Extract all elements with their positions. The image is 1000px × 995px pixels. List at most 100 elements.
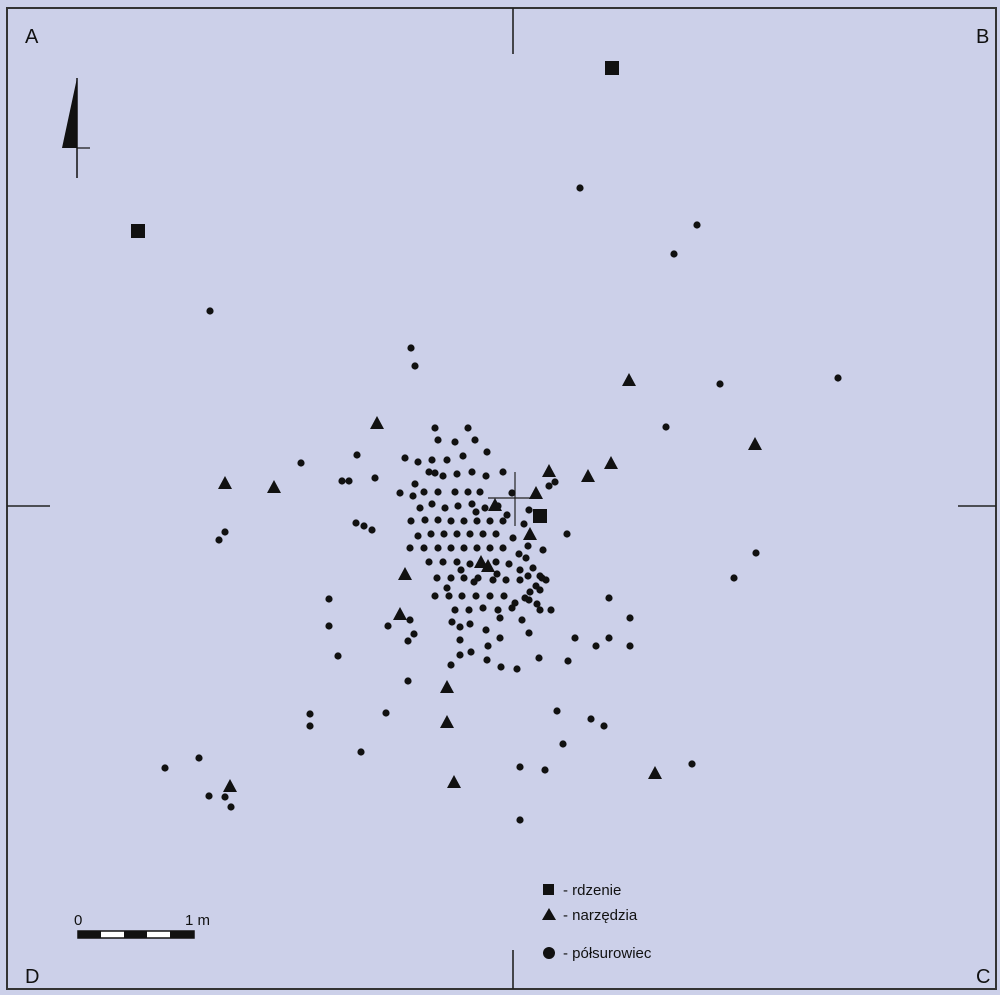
find-polsurowiec (360, 522, 368, 530)
find-polsurowiec (431, 469, 439, 477)
find-polsurowiec (576, 184, 584, 192)
find-polsurowiec (416, 504, 424, 512)
find-polsurowiec (536, 586, 544, 594)
find-polsurowiec (533, 600, 541, 608)
find-polsurowiec (505, 560, 513, 568)
find-polsurowiec (834, 374, 842, 382)
find-polsurowiec (587, 715, 595, 723)
find-polsurowiec (526, 588, 534, 596)
find-narzedzie (622, 373, 636, 386)
find-polsurowiec (401, 454, 409, 462)
find-polsurowiec (470, 578, 478, 586)
find-polsurowiec (206, 307, 214, 315)
corner-label-a: A (25, 26, 39, 48)
find-polsurowiec (404, 677, 412, 685)
find-polsurowiec (626, 642, 634, 650)
find-narzedzie (223, 779, 237, 792)
find-polsurowiec (411, 480, 419, 488)
find-polsurowiec (451, 438, 459, 446)
find-polsurowiec (605, 594, 613, 602)
find-polsurowiec (538, 574, 546, 582)
find-polsurowiec (467, 648, 475, 656)
find-polsurowiec (396, 489, 404, 497)
find-narzedzie (488, 498, 502, 511)
find-polsurowiec (404, 637, 412, 645)
find-polsurowiec (384, 622, 392, 630)
find-polsurowiec (443, 584, 451, 592)
finds-layer (131, 61, 842, 824)
find-polsurowiec (456, 636, 464, 644)
find-polsurowiec (559, 740, 567, 748)
find-polsurowiec (511, 599, 519, 607)
find-narzedzie (581, 469, 595, 482)
find-polsurowiec (306, 710, 314, 718)
find-polsurowiec (476, 488, 484, 496)
north-arrow-icon (62, 78, 90, 178)
find-polsurowiec (434, 436, 442, 444)
find-polsurowiec (730, 574, 738, 582)
find-polsurowiec (445, 592, 453, 600)
find-polsurowiec (325, 595, 333, 603)
find-polsurowiec (439, 558, 447, 566)
find-polsurowiec (447, 661, 455, 669)
find-polsurowiec (434, 544, 442, 552)
find-polsurowiec (693, 221, 701, 229)
find-narzedzie (604, 456, 618, 469)
find-polsurowiec (460, 517, 468, 525)
find-narzedzie (398, 567, 412, 580)
find-polsurowiec (406, 544, 414, 552)
find-polsurowiec (456, 623, 464, 631)
find-polsurowiec (521, 594, 529, 602)
find-polsurowiec (600, 722, 608, 730)
find-polsurowiec (431, 424, 439, 432)
find-polsurowiec (221, 528, 229, 536)
legend-triangle-icon (542, 908, 556, 920)
find-polsurowiec (472, 508, 480, 516)
find-polsurowiec (215, 536, 223, 544)
scale-end-label: 1 m (185, 912, 210, 929)
find-polsurowiec (500, 592, 508, 600)
find-narzedzie (523, 527, 537, 540)
find-narzedzie (447, 775, 461, 788)
find-polsurowiec (481, 504, 489, 512)
find-polsurowiec (382, 709, 390, 717)
find-polsurowiec (421, 516, 429, 524)
find-narzedzie (529, 486, 543, 499)
find-polsurowiec (428, 456, 436, 464)
find-polsurowiec (420, 488, 428, 496)
find-polsurowiec (503, 511, 511, 519)
find-narzedzie (267, 480, 281, 493)
find-narzedzie (218, 476, 232, 489)
find-polsurowiec (541, 766, 549, 774)
find-polsurowiec (368, 526, 376, 534)
find-polsurowiec (464, 488, 472, 496)
find-narzedzie (481, 559, 495, 572)
find-polsurowiec (453, 558, 461, 566)
find-polsurowiec (325, 622, 333, 630)
find-polsurowiec (563, 530, 571, 538)
find-polsurowiec (473, 544, 481, 552)
find-polsurowiec (431, 592, 439, 600)
find-polsurowiec (525, 629, 533, 637)
find-polsurowiec (460, 544, 468, 552)
find-polsurowiec (525, 506, 533, 514)
find-polsurowiec (520, 520, 528, 528)
find-polsurowiec (496, 634, 504, 642)
find-polsurowiec (460, 574, 468, 582)
find-polsurowiec (407, 344, 415, 352)
scale-start-label: 0 (74, 912, 82, 929)
find-polsurowiec (502, 576, 510, 584)
find-polsurowiec (466, 620, 474, 628)
find-polsurowiec (482, 626, 490, 634)
find-polsurowiec (456, 651, 464, 659)
find-polsurowiec (605, 634, 613, 642)
find-polsurowiec (516, 816, 524, 824)
find-polsurowiec (515, 550, 523, 558)
find-polsurowiec (306, 722, 314, 730)
find-polsurowiec (443, 456, 451, 464)
find-polsurowiec (518, 616, 526, 624)
find-polsurowiec (441, 504, 449, 512)
corner-label-d: D (25, 966, 39, 988)
find-narzedzie (393, 607, 407, 620)
